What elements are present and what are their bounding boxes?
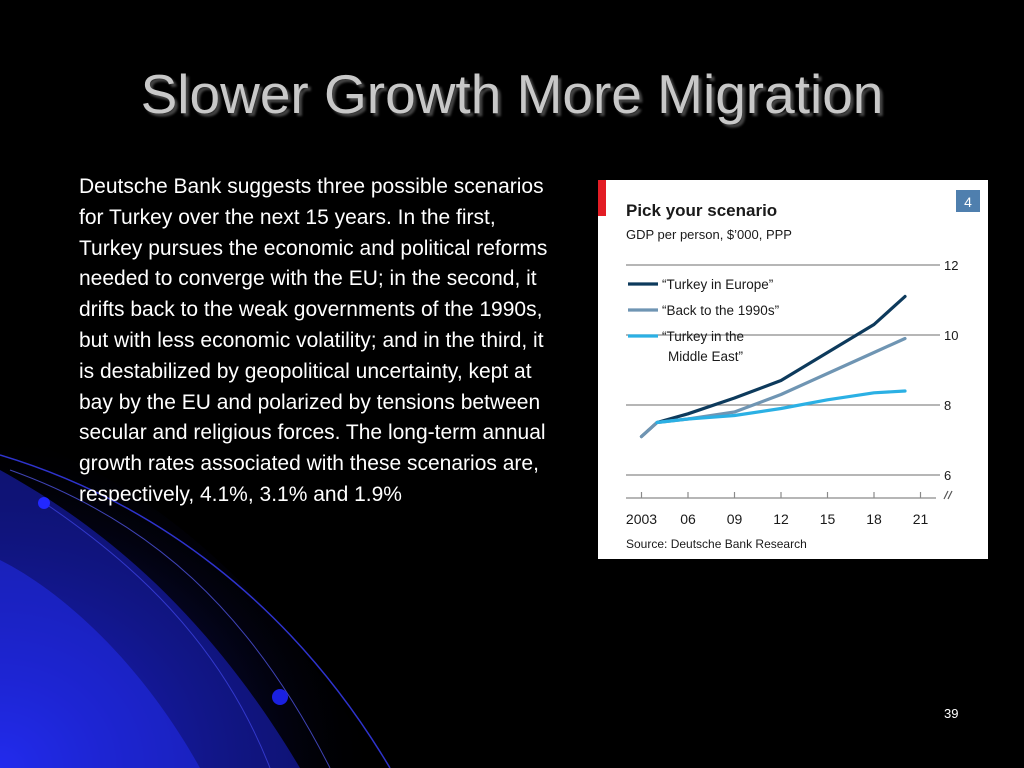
swoosh-dot — [38, 497, 50, 509]
x-tick-label: 21 — [913, 511, 929, 527]
y-tick-label: 12 — [944, 258, 958, 273]
swoosh-dot — [272, 689, 288, 705]
x-tick-label: 06 — [680, 511, 696, 527]
chart-title: Pick your scenario — [626, 201, 777, 220]
x-tick-label: 12 — [773, 511, 789, 527]
legend-label: “Turkey in Europe” — [662, 277, 773, 292]
x-tick-label: 15 — [820, 511, 836, 527]
chart-badge-number: 4 — [964, 194, 972, 210]
x-tick-label: 2003 — [626, 511, 657, 527]
y-tick-label: 8 — [944, 398, 951, 413]
y-tick-label: 10 — [944, 328, 958, 343]
axis-break-mark — [947, 490, 953, 500]
page-number: 39 — [944, 706, 959, 721]
series-line — [655, 389, 907, 425]
legend-label: Middle East” — [668, 349, 743, 364]
x-tick-label: 09 — [727, 511, 743, 527]
chart-accent-bar — [598, 180, 606, 216]
line-chart: Pick your scenario GDP per person, $’000… — [598, 180, 980, 551]
legend-label: “Turkey in the — [662, 329, 744, 344]
chart-badge — [956, 190, 980, 212]
body-paragraph: Deutsche Bank suggests three possible sc… — [79, 175, 548, 506]
axis-break-mark — [943, 490, 949, 500]
y-tick-label: 6 — [944, 468, 951, 483]
chart-source: Source: Deutsche Bank Research — [626, 537, 807, 551]
x-tick-label: 18 — [866, 511, 882, 527]
chart-panel: Pick your scenario GDP per person, $’000… — [598, 180, 988, 559]
chart-subtitle: GDP per person, $’000, PPP — [626, 227, 792, 242]
slide-title: Slower Growth More Migration — [140, 63, 884, 125]
legend-label: “Back to the 1990s” — [662, 303, 779, 318]
